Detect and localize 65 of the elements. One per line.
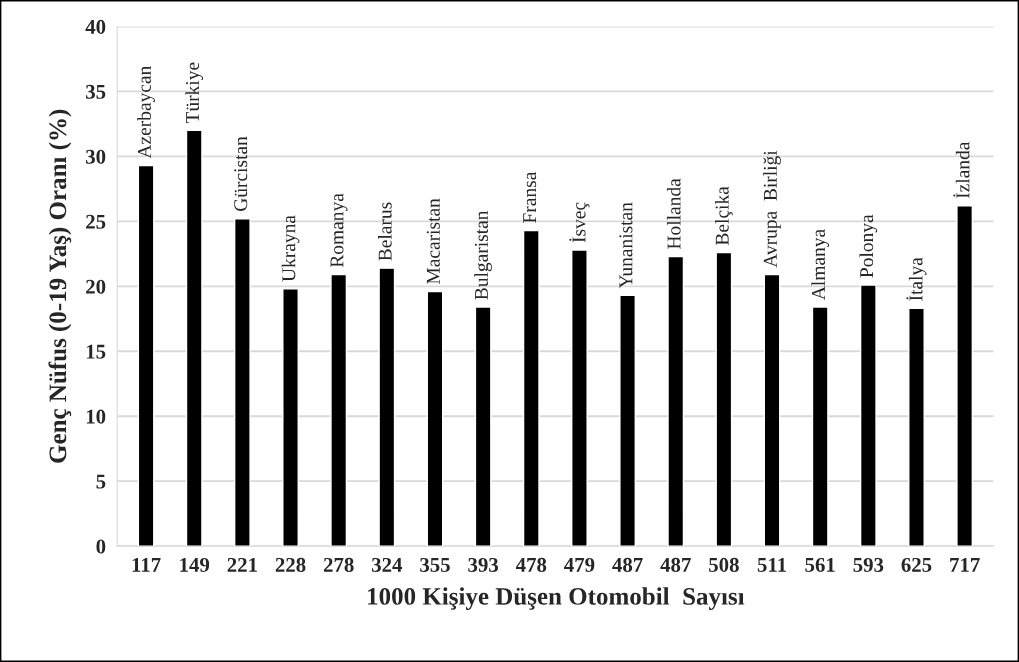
bar xyxy=(474,306,492,547)
bar xyxy=(571,249,588,547)
bar xyxy=(908,307,925,547)
bar xyxy=(282,288,299,547)
y-tick-label: 20 xyxy=(86,279,106,294)
y-tick-label: 10 xyxy=(86,409,106,424)
y-tick-label: 25 xyxy=(86,214,106,229)
bar xyxy=(185,129,203,547)
x-tick-label: 508 xyxy=(709,557,739,572)
annotation: Gürcistan xyxy=(234,136,248,212)
x-tick-label: 479 xyxy=(564,557,595,572)
annotation: Belçika xyxy=(715,186,733,246)
x-tick-label: 324 xyxy=(371,557,403,572)
annotation: Almanya xyxy=(811,229,830,300)
x-tick-label: 221 xyxy=(227,557,257,572)
x-tick-label: 487 xyxy=(612,557,643,572)
bar xyxy=(137,164,155,547)
y-axis-title: Genç Nüfus (0-19 Yaş) Oranı (%) xyxy=(48,109,72,463)
bar xyxy=(715,251,733,547)
x-tick-label: 149 xyxy=(180,557,210,572)
bar xyxy=(763,273,781,547)
x-tick-label: 355 xyxy=(420,557,450,572)
annotation: Polonya xyxy=(859,214,878,278)
x-tick-label: 478 xyxy=(515,557,547,572)
x-tick-label: 717 xyxy=(950,557,980,572)
bar xyxy=(522,229,540,547)
annotation: Fransa xyxy=(523,171,537,223)
x-tick-label: 511 xyxy=(757,557,787,572)
bar xyxy=(426,290,444,547)
annotation: Ukrayna xyxy=(281,215,300,282)
x-tick-label: 487 xyxy=(660,557,691,572)
annotation: Yunanistan xyxy=(619,202,633,289)
bar xyxy=(378,267,396,547)
bar xyxy=(667,255,685,547)
annotation: İsveç xyxy=(569,202,590,243)
y-tick-label: 0 xyxy=(96,539,106,554)
x-axis-title: 1000 Kişiye Düşen Otomobil Sayısı xyxy=(368,587,745,611)
annotation: Romanya xyxy=(330,193,348,268)
bar xyxy=(811,306,829,547)
bar xyxy=(233,218,251,547)
annotation: Bulgaristan xyxy=(474,210,492,300)
x-tick-label: 625 xyxy=(901,557,932,572)
y-tick-label: 5 xyxy=(96,474,106,489)
y-tick-label: 30 xyxy=(86,149,106,164)
annotation: İtalya xyxy=(906,257,927,301)
y-tick-label: 40 xyxy=(85,19,106,34)
y-tick-label: 15 xyxy=(86,344,106,359)
x-tick-label: 393 xyxy=(468,557,499,572)
bar xyxy=(330,273,348,547)
annotation: Hollanda xyxy=(666,178,681,249)
bar xyxy=(956,205,974,547)
bar xyxy=(619,294,636,547)
bar xyxy=(859,284,877,547)
annotation: Azerbaycan xyxy=(137,66,155,159)
x-tick-label: 117 xyxy=(132,557,161,572)
x-tick-label: 561 xyxy=(805,557,835,572)
annotation: Belarus xyxy=(378,202,392,261)
y-tick-label: 35 xyxy=(86,84,106,99)
x-tick-label: 593 xyxy=(853,557,884,572)
x-tick-label: 278 xyxy=(323,557,354,572)
annotation: Avrupa Birliği xyxy=(763,150,781,268)
annotation: İzlanda xyxy=(953,141,970,199)
annotation: Türkiye xyxy=(185,62,204,124)
annotation: Macaristan xyxy=(426,198,440,285)
x-tick-label: 228 xyxy=(275,557,306,572)
